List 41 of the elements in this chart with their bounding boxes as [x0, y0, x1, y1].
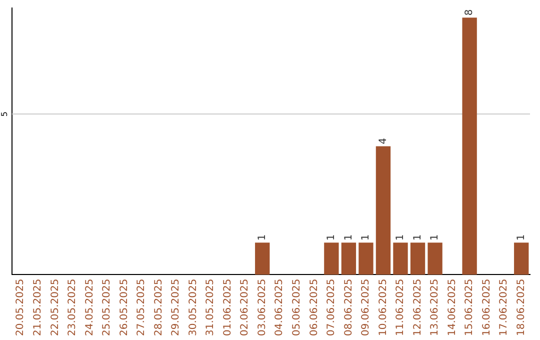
x-tick-label: 10.06.2025: [378, 278, 389, 336]
data-label: 8: [464, 9, 476, 16]
x-tick-label: 22.05.2025: [50, 278, 61, 336]
data-label: 1: [430, 234, 441, 241]
data-label: 1: [516, 234, 527, 241]
x-tick-label: 18.06.2025: [516, 278, 527, 336]
x-tick-label: 14.06.2025: [446, 278, 458, 336]
data-label: 4: [378, 138, 389, 144]
x-tick-label: 04.06.2025: [274, 278, 286, 336]
data-label: 1: [326, 234, 338, 241]
x-tick-label: 15.06.2025: [464, 278, 476, 336]
x-tick-label: 30.05.2025: [188, 278, 199, 336]
x-tick-label: 06.06.2025: [308, 278, 320, 336]
x-tick-label: 20.05.2025: [15, 278, 26, 336]
data-label: 1: [360, 234, 372, 241]
x-tick-label: 25.05.2025: [102, 278, 113, 336]
x-tick-label: 26.05.2025: [118, 278, 130, 336]
x-tick-label: 01.06.2025: [222, 278, 234, 336]
x-tick-label: 03.06.2025: [256, 278, 268, 336]
x-tick-label: 12.06.2025: [412, 278, 424, 336]
x-tick-label: 21.05.2025: [32, 278, 44, 336]
x-tick-label: 17.06.2025: [498, 278, 510, 336]
ref-line-label: 5: [0, 112, 10, 117]
data-label: 1: [395, 234, 406, 241]
data-label: 1: [412, 234, 424, 241]
x-tick-label: 29.05.2025: [170, 278, 182, 336]
x-tick-label: 02.06.2025: [240, 278, 251, 336]
x-tick-label: 08.06.2025: [343, 278, 354, 336]
data-label: 1: [343, 234, 354, 241]
x-tick-label: 05.06.2025: [291, 278, 302, 336]
data-label: 1: [256, 234, 268, 241]
x-tick-label: 23.05.2025: [67, 278, 78, 336]
x-tick-label: 24.05.2025: [84, 278, 96, 336]
x-tick-label: 16.06.2025: [481, 278, 492, 336]
x-tick-label: 11.06.2025: [395, 278, 406, 336]
x-tick-label: 31.05.2025: [205, 278, 216, 336]
x-tick-label: 13.06.2025: [430, 278, 441, 336]
x-tick-label: 07.06.2025: [326, 278, 338, 336]
x-tick-label: 09.06.2025: [360, 278, 372, 336]
x-tick-label: 27.05.2025: [136, 278, 148, 336]
x-tick-label: 28.05.2025: [153, 278, 164, 336]
